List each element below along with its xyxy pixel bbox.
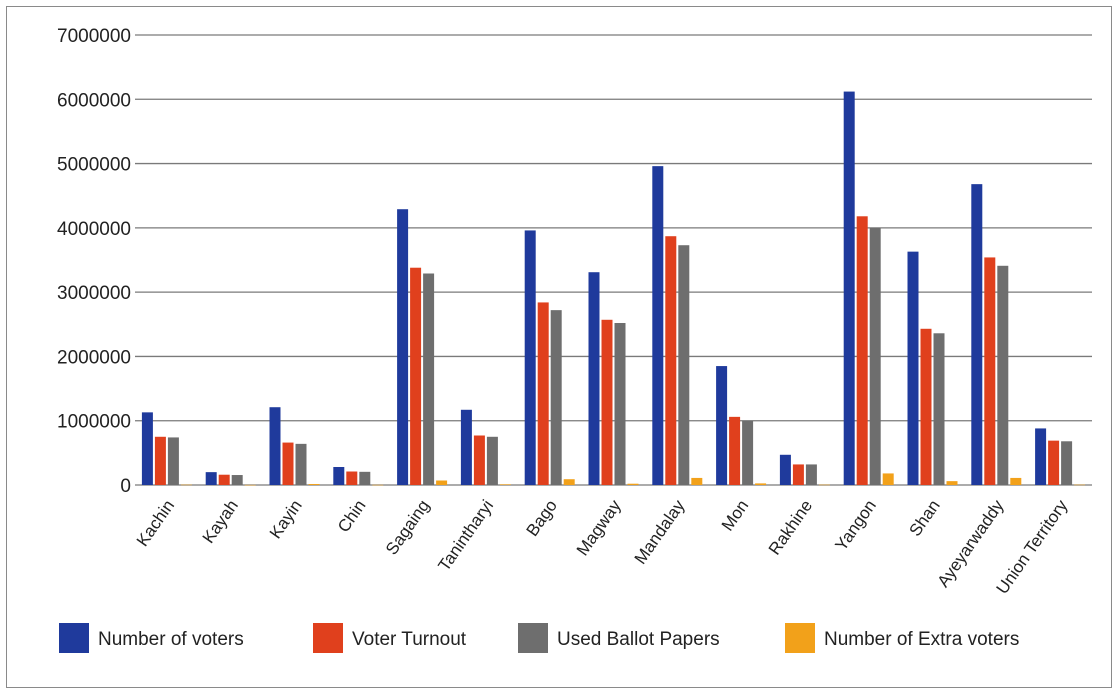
y-tick-label: 5000000 bbox=[57, 155, 131, 176]
x-tick-label: Kayah bbox=[199, 496, 242, 546]
x-tick-label: Sagaing bbox=[382, 496, 433, 558]
bar-number-of-extra-voters-bago bbox=[563, 479, 575, 485]
x-tick-label: Tanintharyi bbox=[434, 496, 497, 574]
x-tick-label: Kayin bbox=[266, 496, 306, 542]
y-tick-label: 3000000 bbox=[57, 283, 131, 304]
legend: Number of voters Voter Turnout Used Ballot… bbox=[59, 623, 1019, 653]
bar-number-of-voters-yangon bbox=[843, 91, 855, 486]
bar-number-of-voters-magway bbox=[588, 272, 600, 485]
bar-number-of-voters-kachin bbox=[141, 412, 153, 485]
x-tick-label: Magway bbox=[573, 496, 625, 559]
bar-number-of-extra-voters-mon bbox=[755, 483, 767, 485]
bar-number-of-extra-voters-mandalay bbox=[691, 477, 703, 485]
bar-number-of-voters-tanintharyi bbox=[460, 409, 472, 485]
bar-chart: 0 1000000 2000000 3000000 4000000 5000000 6000… bbox=[57, 26, 1092, 653]
x-axis-labels: Kachin Kayah Kayin Chin Sagaing Tanintharyi Ba… bbox=[133, 496, 1072, 598]
y-tick-label: 6000000 bbox=[57, 90, 131, 111]
bar-number-of-extra-voters-yangon bbox=[882, 473, 894, 485]
bar-voter-turnout-kayah bbox=[218, 474, 230, 485]
bar-voter-turnout-bago bbox=[537, 302, 549, 485]
y-tick-label: 4000000 bbox=[57, 219, 131, 240]
legend-swatch bbox=[313, 623, 343, 653]
bar-voter-turnout-tanintharyi bbox=[473, 435, 485, 485]
bar-number-of-extra-voters-kayah bbox=[244, 484, 256, 486]
bar-used-ballot-papers-kayah bbox=[231, 475, 243, 485]
bar-voter-turnout-mandalay bbox=[665, 236, 677, 485]
legend-swatch bbox=[518, 623, 548, 653]
y-tick-label: 1000000 bbox=[57, 412, 131, 433]
bar-used-ballot-papers-ayeyarwaddy bbox=[997, 265, 1009, 485]
bar-used-ballot-papers-magway bbox=[614, 323, 626, 485]
x-tick-label: Shan bbox=[905, 496, 943, 539]
x-tick-label: Rakhine bbox=[765, 496, 816, 558]
bar-used-ballot-papers-rakhine bbox=[805, 464, 817, 485]
bar-number-of-extra-voters-chin bbox=[372, 484, 384, 486]
bar-used-ballot-papers-mandalay bbox=[678, 245, 690, 485]
legend-label: Number of voters bbox=[98, 629, 244, 650]
bar-number-of-extra-voters-tanintharyi bbox=[499, 484, 511, 485]
bar-used-ballot-papers-chin bbox=[359, 471, 371, 485]
bars bbox=[141, 91, 1086, 486]
x-tick-label: Kachin bbox=[133, 496, 178, 549]
bar-number-of-voters-bago bbox=[524, 230, 536, 485]
bar-voter-turnout-rakhine bbox=[792, 464, 804, 485]
bar-number-of-voters-ayeyarwaddy bbox=[971, 184, 983, 485]
x-tick-label: Mon bbox=[718, 496, 753, 534]
gridlines bbox=[135, 34, 1092, 486]
bar-voter-turnout-union-territory bbox=[1048, 440, 1060, 485]
bar-voter-turnout-chin bbox=[346, 471, 358, 485]
bar-number-of-extra-voters-magway bbox=[627, 483, 639, 485]
bar-number-of-voters-kayin bbox=[269, 407, 281, 485]
bar-number-of-extra-voters-kachin bbox=[180, 484, 192, 486]
bar-voter-turnout-kayin bbox=[282, 442, 294, 485]
legend-label: Used Ballot Papers bbox=[557, 629, 720, 650]
bar-voter-turnout-yangon bbox=[856, 216, 868, 486]
bar-voter-turnout-kachin bbox=[154, 436, 166, 485]
bar-number-of-extra-voters-kayin bbox=[308, 484, 320, 485]
legend-swatch bbox=[785, 623, 815, 653]
bar-number-of-voters-kayah bbox=[205, 472, 217, 485]
bar-number-of-extra-voters-rakhine bbox=[818, 484, 830, 486]
bar-number-of-voters-chin bbox=[333, 467, 345, 485]
x-tick-label: Bago bbox=[523, 496, 561, 539]
y-axis-ticks: 0 1000000 2000000 3000000 4000000 5000000 6000… bbox=[57, 26, 131, 497]
x-tick-label: Yangon bbox=[832, 496, 880, 554]
bar-used-ballot-papers-sagaing bbox=[423, 273, 435, 485]
bar-used-ballot-papers-union-territory bbox=[1061, 441, 1073, 485]
bar-used-ballot-papers-bago bbox=[550, 310, 562, 485]
chart-frame: 0 1000000 2000000 3000000 4000000 5000000 6000… bbox=[6, 6, 1112, 688]
bar-number-of-voters-shan bbox=[907, 251, 919, 485]
x-tick-label: Mandalay bbox=[631, 496, 689, 568]
y-tick-label: 2000000 bbox=[57, 347, 131, 368]
bar-voter-turnout-ayeyarwaddy bbox=[984, 257, 996, 485]
legend-label: Number of Extra voters bbox=[824, 629, 1019, 650]
bar-used-ballot-papers-yangon bbox=[869, 227, 881, 485]
bar-number-of-voters-union-territory bbox=[1035, 428, 1047, 485]
legend-swatch bbox=[59, 623, 89, 653]
y-tick-label: 7000000 bbox=[57, 26, 131, 47]
bar-number-of-voters-mandalay bbox=[652, 166, 664, 485]
bar-number-of-extra-voters-shan bbox=[946, 481, 958, 485]
bar-used-ballot-papers-shan bbox=[933, 333, 945, 485]
y-tick-label: 0 bbox=[120, 476, 131, 497]
bar-voter-turnout-magway bbox=[601, 319, 613, 485]
bar-number-of-voters-rakhine bbox=[779, 454, 791, 485]
bar-number-of-voters-mon bbox=[716, 366, 728, 485]
legend-label: Voter Turnout bbox=[352, 629, 467, 650]
bar-voter-turnout-sagaing bbox=[410, 267, 422, 485]
bar-number-of-extra-voters-ayeyarwaddy bbox=[1010, 477, 1022, 485]
bar-number-of-voters-sagaing bbox=[397, 209, 409, 485]
bar-used-ballot-papers-kachin bbox=[167, 437, 179, 485]
x-tick-label: Ayeyarwaddy bbox=[934, 496, 1008, 591]
x-tick-label: Chin bbox=[334, 496, 370, 536]
bar-used-ballot-papers-kayin bbox=[295, 443, 307, 485]
bar-number-of-extra-voters-sagaing bbox=[436, 480, 448, 485]
bar-used-ballot-papers-mon bbox=[742, 420, 754, 485]
bar-number-of-extra-voters-union-territory bbox=[1074, 484, 1086, 486]
bar-voter-turnout-shan bbox=[920, 328, 932, 485]
bar-used-ballot-papers-tanintharyi bbox=[486, 436, 498, 485]
bar-voter-turnout-mon bbox=[729, 416, 741, 485]
